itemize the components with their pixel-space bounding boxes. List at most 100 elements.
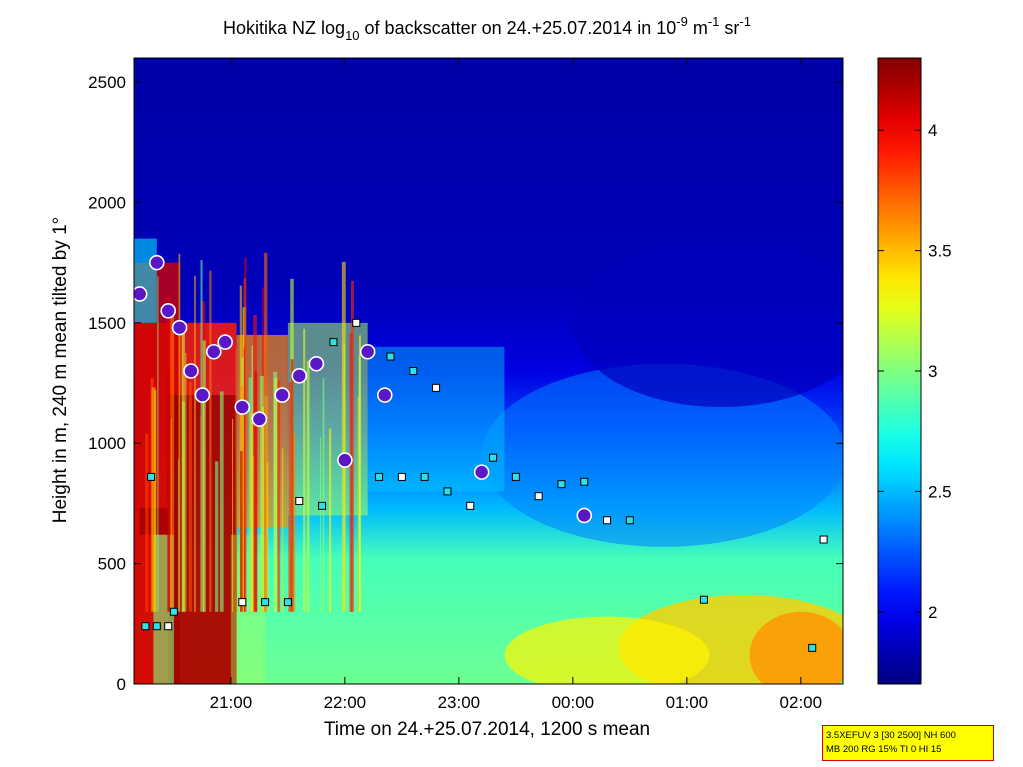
cloud-base-marker <box>534 492 543 501</box>
aerosol-top-marker <box>148 254 165 271</box>
heat-streak <box>306 360 310 612</box>
cloud-base-marker <box>699 595 708 604</box>
heat-streak <box>289 433 292 612</box>
cloud-base-marker <box>329 338 338 347</box>
x-tick-label: 01:00 <box>666 693 709 712</box>
heat-streak <box>262 406 264 612</box>
cloud-base-marker <box>466 501 475 510</box>
heat-region <box>504 616 710 684</box>
plot-frame <box>133 57 844 685</box>
heat-streak <box>178 459 180 612</box>
heat-streak <box>277 380 281 612</box>
heat-streak <box>235 348 238 612</box>
cloud-base-marker <box>283 598 292 607</box>
aerosol-top-marker <box>308 355 325 372</box>
parameter-box: 3.5XEFUV 3 [30 2500] NH 600 MB 200 RG 15… <box>822 725 994 761</box>
heat-region <box>572 238 843 408</box>
heat-streak <box>168 309 170 612</box>
x-tick-label: 21:00 <box>210 693 253 712</box>
heatmap-plot-area <box>134 58 843 684</box>
cloud-base-marker <box>318 501 327 510</box>
colorbar <box>878 58 921 684</box>
aerosol-top-marker <box>291 368 308 384</box>
heat-region <box>287 322 368 516</box>
heat-streak <box>202 340 206 612</box>
cloud-base-marker <box>511 472 520 481</box>
cloud-base-marker <box>141 622 150 631</box>
heat-streak <box>341 261 346 612</box>
aerosol-top-marker <box>183 363 199 379</box>
cloud-base-marker <box>625 516 634 525</box>
heat-streak <box>232 418 234 612</box>
cloud-base-marker <box>409 367 418 375</box>
heat-streak <box>200 260 203 612</box>
aerosol-top-marker <box>473 464 490 480</box>
y-tick-label: 2500 <box>88 73 126 92</box>
heat-streak <box>263 252 268 612</box>
heat-streak <box>178 253 181 612</box>
heat-streak <box>157 276 159 612</box>
heat-streak <box>254 371 258 612</box>
heat-region <box>134 238 157 323</box>
y-axis-label: Height in m, 240 m mean tilted by 1° <box>50 217 71 523</box>
colorbar-tick-label: 3.5 <box>928 242 952 261</box>
cloud-base-marker <box>420 472 429 481</box>
y-tick-label: 2000 <box>88 193 126 212</box>
heat-streak <box>188 382 192 612</box>
heat-streak <box>215 461 219 612</box>
cloud-base-marker <box>261 598 270 607</box>
heat-streak <box>358 335 361 612</box>
chart-title: Hokitika NZ log10 of backscatter on 24.+… <box>223 14 751 43</box>
heat-streak <box>260 375 264 612</box>
heat-streak <box>240 450 243 612</box>
heat-streak <box>244 257 247 612</box>
heat-streak <box>328 428 332 612</box>
aerosol-top-marker <box>359 343 376 360</box>
heat-streak <box>243 347 246 612</box>
parameter-line-2: MB 200 RG 15% TI 0 HI 15 <box>826 744 942 755</box>
x-axis-label: Time on 24.+25.07.2014, 1200 s mean <box>324 719 650 740</box>
colorbar-tick-label: 3 <box>928 362 937 381</box>
heat-streak <box>170 310 175 612</box>
aerosol-top-marker <box>274 387 290 403</box>
colorbar-axis: 2 2.5 3 3.5 4 <box>878 121 952 622</box>
aerosol-top-marker <box>205 343 222 360</box>
heat-streak <box>273 371 278 612</box>
parameter-line-1: 3.5XEFUV 3 [30 2500] NH 600 <box>826 730 956 741</box>
cloud-base-marker <box>375 472 384 481</box>
heat-streak <box>209 270 212 612</box>
heat-region <box>481 363 843 547</box>
heat-streak <box>292 433 296 612</box>
aerosol-top-marker <box>134 286 148 302</box>
cloud-base-marker <box>432 383 441 392</box>
heat-streak <box>290 359 294 612</box>
aerosol-top-marker <box>251 411 268 427</box>
y-tick-label: 500 <box>98 555 126 574</box>
heat-streak <box>185 352 187 612</box>
cloud-base-marker <box>603 516 612 525</box>
heat-streak <box>349 333 353 612</box>
cloud-base-marker <box>443 487 452 496</box>
cloud-base-marker <box>819 535 828 544</box>
y-axis: 0 500 1000 1500 2000 2500 <box>88 73 843 694</box>
cloud-base-marker <box>557 480 566 489</box>
cloud-base-marker <box>808 643 817 652</box>
y-tick-label: 1500 <box>88 314 126 333</box>
x-tick-label: 23:00 <box>438 693 481 712</box>
cloud-base-marker <box>238 598 247 607</box>
cloud-base-marker <box>489 453 498 462</box>
colorbar-tick-label: 2.5 <box>928 482 952 501</box>
cloud-base-marker <box>164 622 173 631</box>
cloud-base-marker <box>397 472 406 481</box>
y-tick-label: 1000 <box>88 434 126 453</box>
aerosol-top-marker <box>217 334 233 350</box>
cloud-base-marker <box>152 622 161 631</box>
heat-streak <box>322 378 325 612</box>
heat-streak <box>303 328 306 612</box>
x-tick-label: 00:00 <box>552 693 595 712</box>
heatmap-layers <box>134 238 843 684</box>
cloud-base-marker <box>352 318 361 327</box>
heat-streak <box>151 387 156 612</box>
marker-layer <box>134 254 828 652</box>
